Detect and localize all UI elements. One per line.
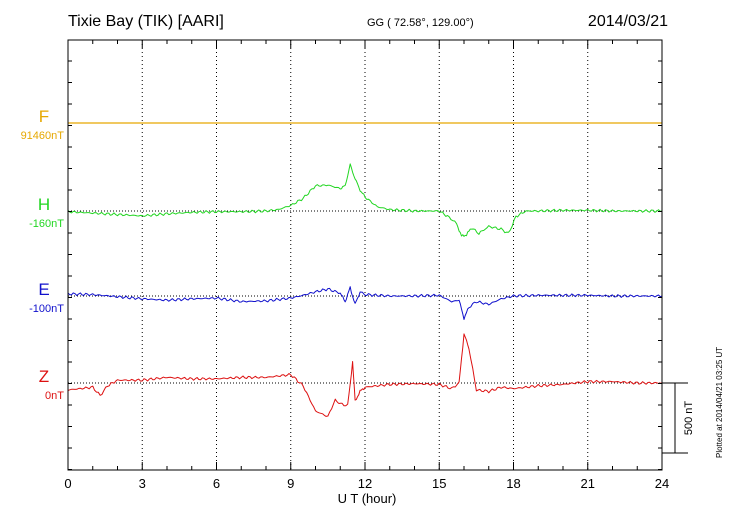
plotted-timestamp: Plotted at 2014/04/21 03:25 UT — [715, 346, 724, 458]
x-tick-label: 0 — [64, 476, 71, 491]
channel-f-label: F — [38, 107, 50, 126]
x-tick-label: 3 — [139, 476, 146, 491]
scale-bar-label: 500 nT — [683, 401, 695, 436]
chart-date: 2014/03/21 — [587, 13, 668, 30]
ticks — [67, 40, 663, 470]
channel-e-label: E — [38, 280, 50, 299]
x-tick-label: 15 — [432, 476, 446, 491]
series-line-h — [67, 163, 663, 237]
series-line-z — [67, 333, 663, 417]
geographic-coordinates: GG ( 72.58°, 129.00°) — [367, 17, 474, 29]
channel-h-baseline: -160nT — [29, 218, 64, 230]
x-tick-label: 9 — [287, 476, 294, 491]
x-tick-label: 18 — [506, 476, 520, 491]
x-tick-labels: 0 3 6 9 12 15 18 21 24 — [64, 476, 669, 491]
scale-bar: 500 nT — [662, 382, 695, 454]
channel-z-label: Z — [38, 367, 50, 386]
channel-h-label: H — [37, 195, 51, 214]
x-axis-label: U T (hour) — [338, 491, 397, 506]
x-tick-label: 24 — [655, 476, 669, 491]
x-tick-label: 6 — [213, 476, 220, 491]
channel-z-baseline: 0nT — [45, 390, 64, 402]
series-line-e — [67, 286, 663, 320]
channel-e-baseline: -100nT — [29, 303, 64, 315]
station-title: Tixie Bay (TIK) [AARI] — [68, 13, 224, 30]
x-tick-label: 21 — [581, 476, 595, 491]
channel-f-baseline: 91460nT — [20, 130, 64, 142]
series-lines — [67, 122, 663, 417]
x-tick-label: 12 — [358, 476, 372, 491]
